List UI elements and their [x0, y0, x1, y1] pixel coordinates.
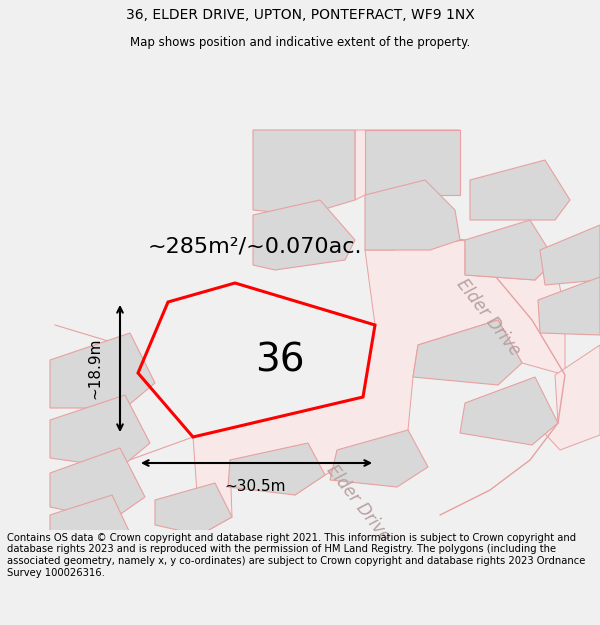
Text: 36, ELDER DRIVE, UPTON, PONTEFRACT, WF9 1NX: 36, ELDER DRIVE, UPTON, PONTEFRACT, WF9 …: [125, 8, 475, 22]
Polygon shape: [465, 220, 555, 280]
Polygon shape: [50, 448, 145, 520]
Polygon shape: [50, 333, 155, 408]
Text: ~18.9m: ~18.9m: [87, 338, 102, 399]
Polygon shape: [50, 495, 130, 553]
Polygon shape: [540, 225, 600, 285]
Polygon shape: [538, 277, 600, 335]
Text: Contains OS data © Crown copyright and database right 2021. This information is : Contains OS data © Crown copyright and d…: [7, 533, 586, 578]
Text: ~285m²/~0.070ac.: ~285m²/~0.070ac.: [148, 237, 362, 257]
Polygon shape: [460, 377, 558, 445]
Polygon shape: [365, 180, 460, 250]
Polygon shape: [193, 240, 565, 535]
Text: Elder Drive: Elder Drive: [452, 275, 524, 359]
Polygon shape: [413, 320, 522, 385]
Text: ~30.5m: ~30.5m: [224, 479, 286, 494]
Polygon shape: [330, 430, 428, 487]
Text: Map shows position and indicative extent of the property.: Map shows position and indicative extent…: [130, 36, 470, 49]
Polygon shape: [470, 160, 570, 220]
Text: Elder Drive: Elder Drive: [322, 461, 394, 545]
Polygon shape: [365, 130, 460, 195]
Polygon shape: [535, 345, 600, 450]
Polygon shape: [50, 395, 150, 468]
Polygon shape: [253, 200, 355, 270]
Polygon shape: [253, 130, 355, 215]
Polygon shape: [155, 483, 232, 535]
Text: 36: 36: [255, 341, 305, 379]
Polygon shape: [355, 130, 460, 200]
Polygon shape: [228, 443, 325, 495]
